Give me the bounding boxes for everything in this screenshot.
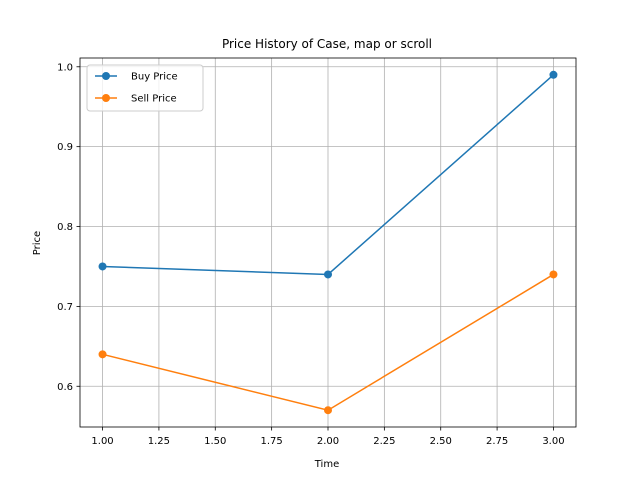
series-layer: [98, 70, 558, 415]
x-axis-ticks: 1.00 1.25 1.50 1.75 2.00 2.25 2.50 2.75 3.00: [91, 427, 565, 447]
legend-item: Sell Price: [95, 94, 177, 105]
legend-marker: [102, 94, 110, 102]
legend-marker: [102, 72, 110, 80]
x-axis-label: Time: [314, 459, 339, 470]
data-point: [98, 262, 107, 271]
x-tick-label: 1.25: [148, 436, 170, 447]
legend-label: Buy Price: [131, 72, 178, 83]
chart-title: Price History of Case, map or scroll: [222, 37, 432, 51]
data-point: [324, 406, 332, 415]
y-tick-label: 0.9: [57, 142, 73, 153]
data-point: [98, 350, 107, 359]
grid-lines: [80, 58, 576, 427]
x-tick-label: 3.00: [542, 436, 564, 447]
x-tick-label: 1.50: [204, 436, 226, 447]
data-point: [324, 270, 332, 279]
x-tick-label: 1.00: [91, 436, 113, 447]
y-tick-label: 0.8: [57, 222, 73, 233]
data-point: [549, 70, 558, 79]
legend-item: Buy Price: [95, 72, 178, 83]
y-axis-ticks: 0.6 0.7 0.8 0.9 1.0: [57, 62, 80, 393]
data-point: [549, 270, 558, 279]
legend-label: Sell Price: [131, 94, 177, 105]
x-tick-label: 2.25: [373, 436, 395, 447]
y-axis-label: Price: [32, 231, 43, 255]
x-tick-label: 2.75: [486, 436, 508, 447]
y-tick-label: 0.7: [57, 302, 73, 313]
series-sell-price: [98, 270, 558, 415]
legend: Buy Price Sell Price: [86, 64, 204, 112]
y-tick-label: 1.0: [57, 62, 73, 73]
y-tick-label: 0.6: [57, 382, 73, 393]
x-tick-label: 1.75: [261, 436, 283, 447]
x-tick-label: 2.50: [430, 436, 452, 447]
x-tick-label: 2.00: [317, 436, 339, 447]
series-buy-price: [98, 70, 558, 279]
